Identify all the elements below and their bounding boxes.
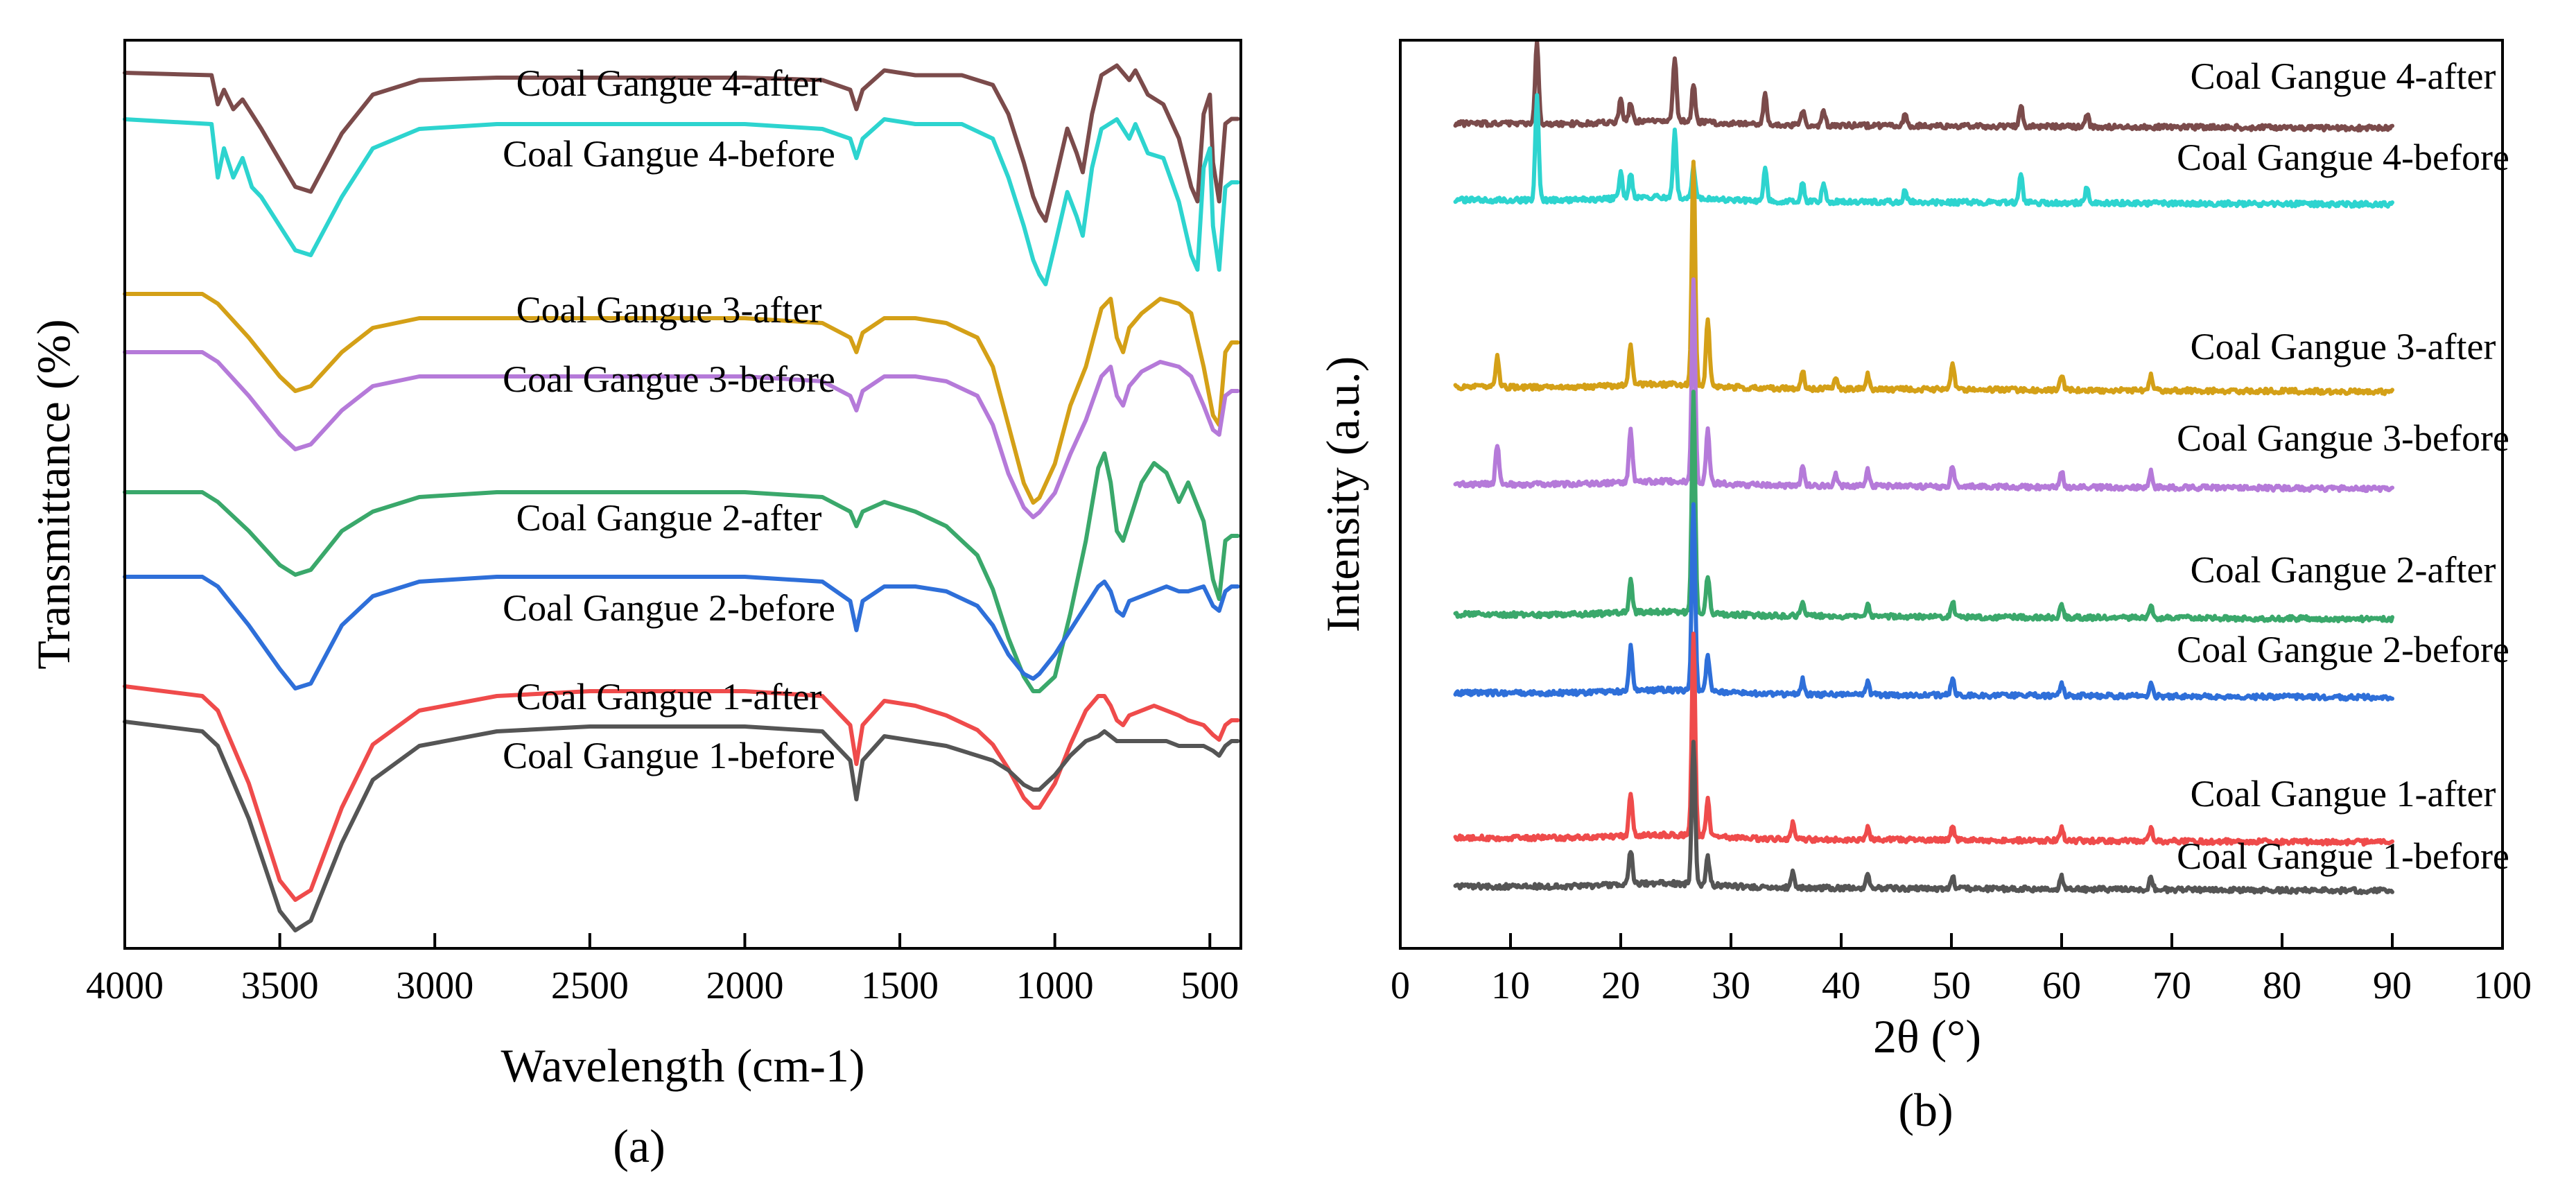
xrd-series-coal-gangue-2-after	[1453, 390, 2394, 624]
ftir-series-coal-gangue-2-before	[123, 575, 1240, 690]
xrd-series-coal-gangue-3-before	[1453, 277, 2394, 494]
xrd-x-tick-label: 30	[1712, 964, 1750, 1007]
xrd-x-tick-label: 20	[1601, 964, 1640, 1007]
xrd-series-coal-gangue-2-before	[1453, 502, 2394, 702]
ftir-label-coal-gangue-1-after: Coal Gangue 1-after	[516, 676, 822, 718]
ftir-label-coal-gangue-4-before: Coal Gangue 4-before	[503, 133, 835, 175]
xrd-x-tick-label: 40	[1822, 964, 1861, 1007]
ftir-x-tick-label: 1000	[1016, 964, 1094, 1007]
ftir-label-coal-gangue-1-before: Coal Gangue 1-before	[503, 735, 835, 776]
xrd-x-tick-label: 50	[1932, 964, 1971, 1007]
xrd-series-coal-gangue-4-after	[1453, 39, 2394, 133]
xrd-series-coal-gangue-1-after	[1453, 632, 2394, 847]
xrd-label-coal-gangue-2-before: Coal Gangue 2-before	[2177, 629, 2509, 670]
xrd-x-tick-label: 60	[2042, 964, 2081, 1007]
xrd-label-coal-gangue-3-after: Coal Gangue 3-after	[2191, 326, 2496, 367]
ftir-label-coal-gangue-2-before: Coal Gangue 2-before	[503, 587, 835, 629]
ftir-series-coal-gangue-4-before	[123, 117, 1240, 286]
xrd-label-coal-gangue-3-before: Coal Gangue 3-before	[2177, 417, 2509, 459]
ftir-series-group	[123, 63, 1240, 932]
ftir-chart: Coal Gangue 4-after Coal Gangue 4-before C…	[27, 39, 1242, 1172]
ftir-x-axis-title: Wavelength (cm-1)	[501, 1039, 864, 1092]
xrd-x-ticks: 0 10 20 30 40 50 60 70 80 90 100	[1391, 933, 2532, 1007]
ftir-y-axis-title: Transmittance (%)	[27, 319, 80, 669]
ftir-series-labels: Coal Gangue 4-after Coal Gangue 4-before C…	[503, 62, 835, 776]
ftir-label-coal-gangue-3-before: Coal Gangue 3-before	[503, 358, 835, 400]
xrd-label-coal-gangue-4-after: Coal Gangue 4-after	[2191, 55, 2496, 97]
ftir-plot-frame	[123, 39, 1242, 950]
xrd-x-tick-label: 70	[2152, 964, 2191, 1007]
ftir-x-ticks: 4000 3500 3000 2500 2000 1500 1000 500	[86, 933, 1239, 1007]
xrd-series-group	[1453, 39, 2394, 896]
xrd-label-coal-gangue-1-before: Coal Gangue 1-before	[2177, 835, 2509, 877]
xrd-x-tick-label: 0	[1391, 964, 1410, 1007]
ftir-x-tick-label: 3500	[241, 964, 319, 1007]
ftir-x-tick-label: 4000	[86, 964, 164, 1007]
ftir-label-coal-gangue-2-after: Coal Gangue 2-after	[516, 497, 822, 539]
ftir-panel-label: (a)	[613, 1120, 665, 1172]
xrd-x-tick-label: 10	[1491, 964, 1530, 1007]
ftir-series-coal-gangue-3-after	[123, 292, 1240, 505]
xrd-x-tick-label: 100	[2473, 964, 2532, 1007]
xrd-x-tick-label: 80	[2263, 964, 2301, 1007]
xrd-label-coal-gangue-1-after: Coal Gangue 1-after	[2191, 773, 2496, 815]
ftir-series-coal-gangue-4-after	[123, 63, 1240, 223]
xrd-series-labels: Coal Gangue 4-after Coal Gangue 4-before C…	[2177, 55, 2509, 877]
ftir-label-coal-gangue-4-after: Coal Gangue 4-after	[516, 62, 822, 104]
ftir-x-tick-label: 2000	[706, 964, 783, 1007]
xrd-chart: Coal Gangue 4-after Coal Gangue 4-before C…	[1316, 39, 2532, 1136]
xrd-series-coal-gangue-3-after	[1453, 159, 2394, 397]
xrd-series-coal-gangue-1-before	[1453, 740, 2394, 896]
ftir-x-tick-label: 2500	[551, 964, 629, 1007]
ftir-x-tick-label: 3000	[396, 964, 473, 1007]
xrd-label-coal-gangue-4-before: Coal Gangue 4-before	[2177, 137, 2509, 178]
ftir-x-tick-label: 500	[1181, 964, 1239, 1007]
ftir-label-coal-gangue-3-after: Coal Gangue 3-after	[516, 289, 822, 331]
xrd-panel-label: (b)	[1898, 1084, 1953, 1136]
xrd-series-coal-gangue-4-before	[1453, 93, 2394, 209]
ftir-series-coal-gangue-3-before	[123, 350, 1240, 519]
ftir-series-coal-gangue-1-after	[123, 684, 1240, 902]
xrd-x-axis-title: 2θ (°)	[1873, 1010, 1981, 1063]
ftir-series-coal-gangue-1-before	[123, 720, 1240, 932]
xrd-label-coal-gangue-2-after: Coal Gangue 2-after	[2191, 549, 2496, 591]
ftir-x-tick-label: 1500	[861, 964, 939, 1007]
ftir-series-coal-gangue-2-after	[123, 451, 1240, 693]
xrd-y-axis-title: Intensity (a.u.)	[1316, 356, 1369, 632]
xrd-x-tick-label: 90	[2373, 964, 2412, 1007]
